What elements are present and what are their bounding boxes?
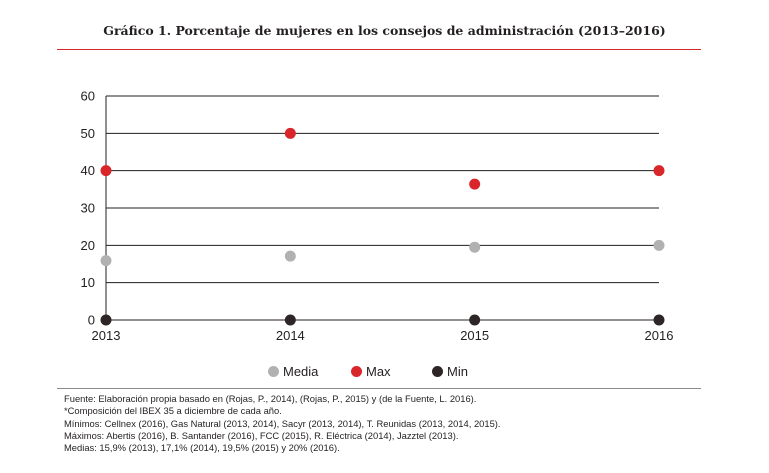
point-min-2013: [100, 314, 112, 326]
title-divider: [57, 49, 701, 50]
legend-label: Media: [283, 364, 319, 379]
point-min-2015: [469, 314, 481, 326]
legend-label: Max: [366, 364, 391, 379]
point-max-2014: [284, 127, 296, 139]
point-media-2014: [284, 250, 296, 262]
grid-lines: [105, 95, 659, 321]
x-tick-label: 2013: [92, 328, 121, 343]
legend-marker: [351, 366, 362, 377]
note-maximums: Máximos: Abertis (2016), B. Santander (2…: [64, 429, 459, 441]
x-tick-label: 2015: [460, 328, 489, 343]
x-tick-labels: 2013 2014 2015 2016: [92, 328, 674, 343]
y-tick-label: 60: [81, 89, 95, 104]
point-max-2015: [469, 178, 481, 190]
point-max-2016: [653, 165, 665, 177]
source-notes: Fuente: Elaboración propia basado en (Ro…: [64, 393, 501, 454]
legend: Media Max Min: [0, 364, 769, 384]
point-media-2016: [653, 239, 665, 251]
point-min-2016: [653, 314, 665, 326]
y-tick-label: 30: [81, 201, 95, 216]
chart-title: Gráfico 1. Porcentaje de mujeres en los …: [103, 23, 666, 38]
legend-item-min: Min: [432, 364, 468, 379]
legend-label: Min: [447, 364, 468, 379]
note-averages: Medias: 15,9% (2013), 17,1% (2014), 19,5…: [64, 442, 340, 454]
y-tick-label: 10: [81, 275, 95, 290]
data-points: [100, 127, 665, 326]
y-tick-labels: 0 10 20 30 40 50 60: [81, 89, 95, 328]
note-composition: *Composición del IBEX 35 a diciembre de …: [64, 405, 282, 417]
note-minimums: Mínimos: Cellnex (2016), Gas Natural (20…: [64, 417, 501, 429]
y-tick-label: 50: [81, 126, 95, 141]
note-source: Fuente: Elaboración propia basado en (Ro…: [64, 393, 477, 404]
x-tick-label: 2016: [645, 328, 674, 343]
point-media-2013: [100, 255, 112, 267]
notes-divider: [57, 388, 701, 389]
point-min-2014: [284, 314, 296, 326]
y-tick-label: 0: [88, 313, 95, 328]
y-tick-label: 40: [81, 163, 95, 178]
legend-marker: [432, 366, 443, 377]
x-tick-label: 2014: [276, 328, 305, 343]
legend-item-max: Max: [351, 364, 391, 379]
point-media-2015: [469, 241, 481, 253]
legend-item-media: Media: [268, 364, 318, 379]
point-max-2013: [100, 165, 112, 177]
legend-marker: [268, 366, 279, 377]
y-tick-label: 20: [81, 238, 95, 253]
